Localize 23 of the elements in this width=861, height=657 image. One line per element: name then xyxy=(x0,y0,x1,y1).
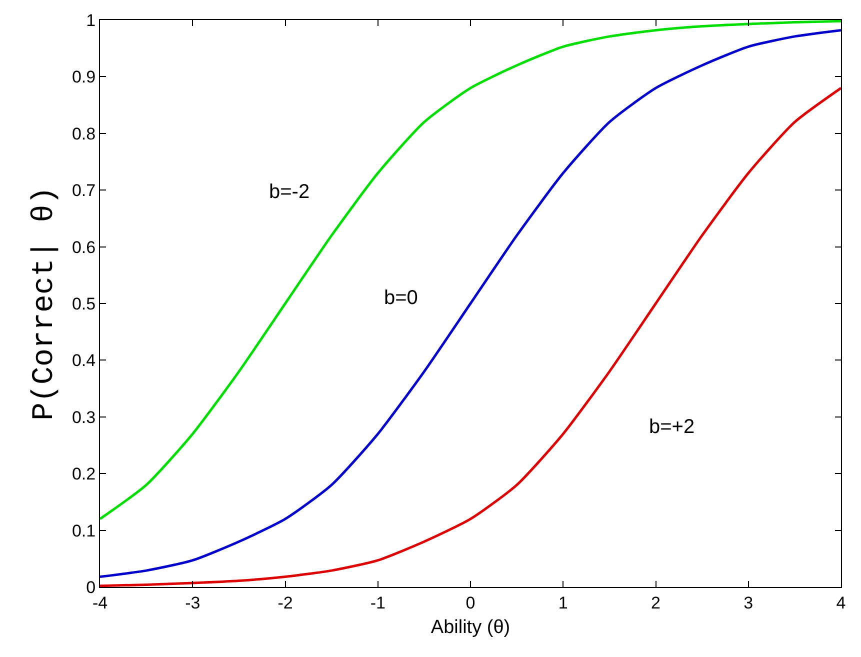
x-tick-label: 2 xyxy=(651,593,660,612)
y-tick-label: 0.4 xyxy=(72,351,96,370)
x-tick-label: -2 xyxy=(278,593,293,612)
y-tick-label: 0.5 xyxy=(72,294,96,314)
y-tick-label: 1 xyxy=(86,10,96,30)
x-tick-label: 3 xyxy=(744,593,754,612)
x-tick-label: 1 xyxy=(558,593,568,612)
annotation: b=+2 xyxy=(649,416,695,438)
y-tick-label: 0.6 xyxy=(72,238,96,257)
x-tick-label: 4 xyxy=(836,593,846,612)
annotation: b=-2 xyxy=(269,181,310,203)
x-tick-label: -3 xyxy=(185,593,200,612)
x-axis-title: Ability (θ) xyxy=(430,617,510,638)
y-axis-title: P(Correct| θ) xyxy=(28,186,62,421)
y-tick-label: 0.9 xyxy=(72,68,96,87)
annotation: b=0 xyxy=(384,287,418,309)
y-tick-label: 0.8 xyxy=(72,124,96,144)
x-tick-label: 0 xyxy=(466,593,476,612)
y-tick-label: 0.3 xyxy=(72,408,96,427)
y-tick-label: 0.1 xyxy=(72,521,96,540)
y-tick-label: 0.7 xyxy=(72,181,96,200)
x-tick-label: -1 xyxy=(370,593,386,612)
y-tick-label: 0.2 xyxy=(72,464,96,484)
